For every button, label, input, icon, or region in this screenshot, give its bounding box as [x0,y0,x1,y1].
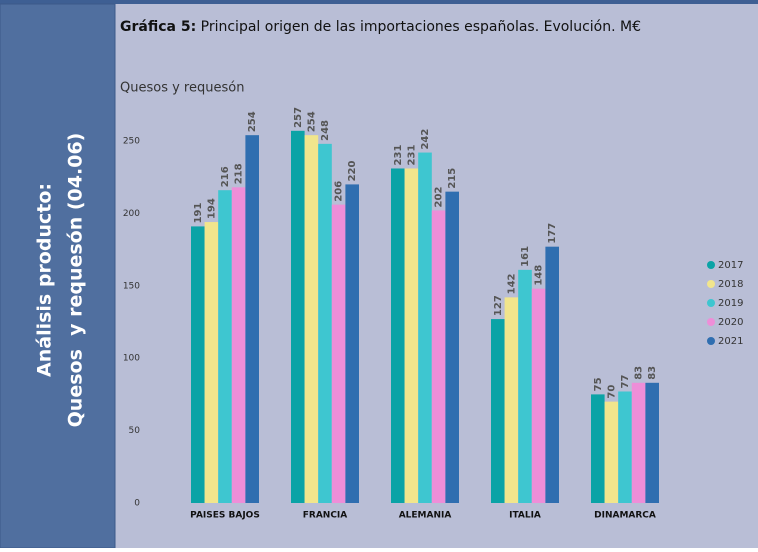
bar [491,319,505,503]
sidebar [0,3,116,549]
legend-marker [707,337,715,345]
bar [404,168,419,503]
legend-marker [707,261,715,269]
data-label: 142 [506,273,517,294]
header-label: Gráfica 5: [120,19,196,35]
data-label: 206 [334,181,345,202]
data-label: 148 [534,265,545,286]
bar [345,184,359,503]
y-tick-label: 0 [134,499,140,509]
bar [518,269,532,503]
y-tick-label: 50 [129,426,141,436]
legend-label: 2019 [718,298,743,309]
legend-label: 2020 [718,317,743,328]
bar [445,191,459,504]
bar [418,152,432,503]
legend-marker [707,280,715,288]
sidebar-line1: Análisis producto: [34,183,56,377]
y-tick-label: 100 [123,354,140,364]
data-label: 77 [620,375,631,389]
bar [431,210,446,504]
chart-title: Quesos y requesón [120,81,244,96]
data-label: 191 [193,202,204,223]
bar [231,187,246,503]
header: Gráfica 5: Principal origen de las impor… [120,19,641,35]
y-tick-label: 200 [123,209,140,219]
bar [245,135,259,504]
bar [504,297,519,503]
sidebar-line2: Quesos y requesón (04.06) [65,133,87,428]
legend-label: 2021 [718,336,743,347]
data-label: 216 [220,166,231,187]
data-label: 231 [393,145,404,166]
y-tick-label: 150 [123,281,140,291]
bar [291,130,305,503]
data-label: 231 [406,145,417,166]
data-label: 215 [447,168,458,189]
bar [218,190,232,503]
data-label: 83 [634,366,645,380]
data-label: 257 [293,107,304,128]
data-label: 254 [306,111,317,132]
y-tick-label: 250 [123,136,140,146]
bar [391,168,405,503]
bar [618,391,632,503]
data-label: 218 [234,163,245,184]
top-border [0,0,758,4]
header-text: Principal origen de las importaciones es… [201,19,641,35]
bar [318,143,332,503]
data-label: 248 [320,120,331,141]
data-label: 242 [420,129,431,150]
x-tick-label: PAISES BAJOS [190,511,260,521]
bar [204,222,219,503]
x-tick-label: FRANCIA [303,511,348,521]
bar [604,401,619,503]
bar [645,382,659,503]
data-label: 83 [647,366,658,380]
bar [545,246,559,503]
legend-marker [707,318,715,326]
data-label: 127 [493,295,504,316]
bar [531,288,546,503]
data-label: 70 [606,385,617,399]
bar [331,204,346,503]
x-tick-label: ALEMANIA [399,511,452,521]
bar [191,226,205,504]
x-tick-label: DINAMARCA [594,511,656,521]
data-label: 75 [593,377,604,391]
data-label: 220 [347,160,358,181]
legend-label: 2018 [718,279,743,290]
data-label: 161 [520,246,531,267]
legend-marker [707,299,715,307]
data-label: 177 [547,223,558,244]
bar [631,382,646,503]
legend-label: 2017 [718,260,743,271]
data-label: 254 [247,111,258,132]
bar [304,135,319,504]
x-tick-label: ITALIA [509,511,541,521]
data-label: 194 [206,198,217,219]
bar [591,394,605,503]
data-label: 202 [434,187,445,208]
